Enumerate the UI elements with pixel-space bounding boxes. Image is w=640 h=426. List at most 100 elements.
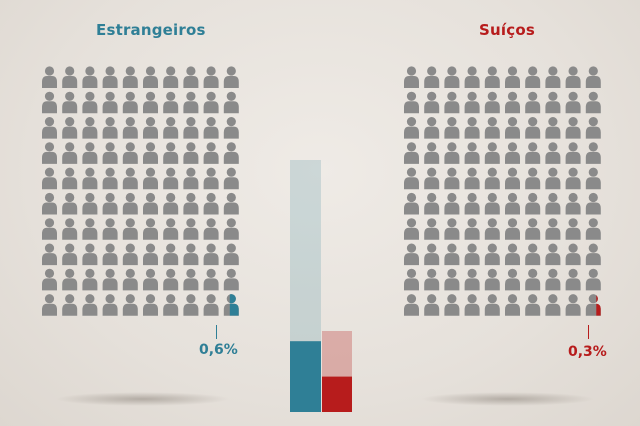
person-icon — [82, 268, 98, 291]
person-icon — [505, 192, 520, 215]
person-icon — [424, 142, 440, 164]
person-icon — [203, 218, 219, 240]
person-icon — [122, 268, 138, 291]
person-icon — [183, 91, 199, 114]
person-icon — [102, 142, 118, 164]
person-icon — [62, 243, 78, 266]
person-icon — [42, 91, 57, 114]
person-icon — [585, 142, 601, 164]
person-icon — [565, 294, 581, 316]
person-icon — [223, 117, 239, 139]
person-icon — [525, 117, 541, 139]
person-icon — [444, 117, 460, 139]
person-icon — [42, 167, 57, 190]
person-icon — [404, 66, 419, 88]
person-icon — [102, 192, 118, 215]
person-icon — [444, 192, 460, 215]
person-icon — [444, 66, 460, 88]
person-icon — [464, 91, 480, 114]
marker-line-foreigners — [216, 325, 217, 339]
person-icon — [102, 294, 118, 316]
person-icon — [62, 117, 78, 139]
person-icon — [444, 243, 460, 266]
person-icon — [424, 218, 440, 240]
person-icon — [62, 294, 78, 316]
person-icon — [585, 117, 601, 139]
person-icon — [464, 268, 480, 291]
person-icon — [484, 142, 500, 164]
person-icon — [505, 243, 520, 266]
person-icon — [444, 218, 460, 240]
person-icon — [183, 268, 199, 291]
person-icon — [42, 192, 57, 215]
person-icon — [565, 218, 581, 240]
person-icon — [223, 91, 239, 114]
person-icon-highlighted — [223, 294, 239, 316]
person-icon — [203, 192, 219, 215]
person-icon — [565, 142, 581, 164]
person-icon — [424, 66, 440, 88]
person-icon — [122, 192, 138, 215]
person-icon — [404, 192, 419, 215]
person-icon — [42, 218, 57, 240]
person-icon — [585, 192, 601, 215]
person-icon — [525, 243, 541, 266]
person-icon — [525, 142, 541, 164]
person-icon — [183, 218, 199, 240]
person-icon — [565, 66, 581, 88]
person-icon — [42, 66, 57, 88]
person-icon — [223, 142, 239, 164]
person-icon — [82, 167, 98, 190]
person-icon — [464, 66, 480, 88]
person-icon — [163, 167, 179, 190]
person-icon — [545, 192, 561, 215]
person-icon — [82, 91, 98, 114]
person-icon — [545, 294, 561, 316]
person-icon — [484, 167, 500, 190]
person-icon — [585, 91, 601, 114]
person-icon — [565, 117, 581, 139]
person-icon — [505, 66, 520, 88]
person-icon — [82, 218, 98, 240]
person-icon — [183, 142, 199, 164]
person-icon — [82, 142, 98, 164]
person-icon — [62, 268, 78, 291]
person-icon — [102, 66, 118, 88]
person-icon — [525, 167, 541, 190]
person-icon — [143, 167, 158, 190]
person-icon — [203, 243, 219, 266]
person-icon — [42, 243, 57, 266]
person-icon — [203, 294, 219, 316]
person-icon — [484, 268, 500, 291]
person-icon — [404, 167, 419, 190]
person-icon — [404, 268, 419, 291]
person-icon — [545, 167, 561, 190]
person-icon — [464, 294, 480, 316]
person-icon — [122, 294, 138, 316]
comparison-bars — [290, 160, 352, 412]
person-icon — [102, 91, 118, 114]
person-icon — [444, 91, 460, 114]
person-icon — [163, 218, 179, 240]
person-icon — [223, 268, 239, 291]
person-icon — [525, 268, 541, 291]
person-icon — [404, 294, 419, 316]
person-icon — [444, 268, 460, 291]
person-icon — [424, 294, 440, 316]
person-icon — [585, 167, 601, 190]
person-icon — [42, 268, 57, 291]
person-icon — [62, 192, 78, 215]
person-icon — [404, 117, 419, 139]
person-icon — [163, 243, 179, 266]
person-icon — [464, 192, 480, 215]
person-icon — [122, 218, 138, 240]
person-icon — [525, 218, 541, 240]
person-icon — [62, 167, 78, 190]
person-icon — [404, 243, 419, 266]
person-icon — [565, 167, 581, 190]
person-icon — [545, 117, 561, 139]
person-icon — [424, 268, 440, 291]
person-icon — [122, 243, 138, 266]
person-icon — [223, 192, 239, 215]
bar-swiss — [322, 376, 352, 412]
